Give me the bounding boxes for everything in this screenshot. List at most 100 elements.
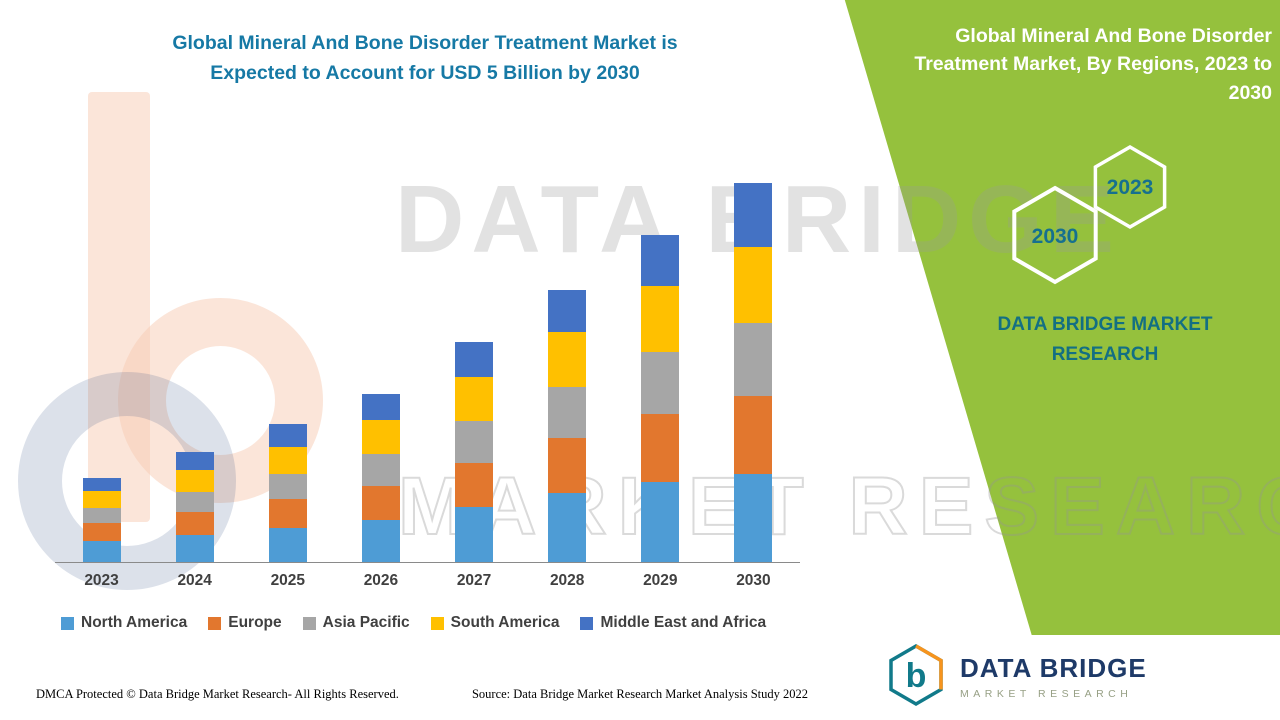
bar-segment [361,519,400,562]
bar-stack-2029 [641,235,680,562]
bar-stack-2027 [455,342,494,562]
legend-label: Asia Pacific [322,614,410,631]
legend-item: Europe [208,614,282,632]
side-panel-title: Global Mineral And Bone Disorder Treatme… [914,25,1272,104]
x-axis-label: 2024 [177,572,212,589]
page-title: Global Mineral And Bone Disorder Treatme… [75,28,775,88]
bar-segment [734,323,773,396]
legend-item: Middle East and Africa [580,614,766,632]
x-axis-label: 2026 [363,572,399,589]
legend-label: Europe [228,614,282,631]
hexagon-year-2030: 2030 [1032,225,1079,248]
dmca-notice: DMCA Protected © Data Bridge Market Rese… [36,687,399,701]
legend-item: Asia Pacific [302,614,410,632]
bar-column-2025 [241,424,334,562]
bar-segment [82,477,121,491]
bar-column-2026 [334,393,427,562]
legend-label: Middle East and Africa [600,614,767,631]
page-title-line2: Expected to Account for USD 5 Billion by… [210,62,640,85]
legend-swatch [430,616,444,630]
bar-column-2029 [614,235,707,562]
bar-segment [455,421,494,463]
legend-item: South America [430,614,560,632]
bar-segment [268,424,307,447]
x-axis-label: 2025 [270,572,306,589]
bar-segment [734,183,773,247]
bar-segment [175,511,214,535]
bar-segment [641,414,680,482]
chart-legend: North America Europe Asia Pacific South Ame… [55,614,800,632]
bar-segment [641,352,680,415]
bar-column-2023 [55,477,148,562]
bar-segment [175,491,214,512]
stacked-bar-chart: 2023 2024 2025 2026 2027 2028 2029 2030 North A… [55,171,800,632]
bar-segment [361,454,400,486]
chart-plot [55,171,800,563]
page-title-line1: Global Mineral And Bone Disorder Treatme… [172,32,678,54]
bar-segment [82,523,121,541]
bar-segment [455,462,494,507]
bar-segment [268,446,307,475]
bar-segment [734,396,773,474]
bar-segment [548,438,587,494]
bar-segment [548,331,587,387]
bar-segment [82,540,121,562]
bar-stack-2030 [734,183,773,562]
bar-segment [268,527,307,562]
bar-column-2027 [428,342,521,562]
bar-segment [455,506,494,562]
bar-segment [641,481,680,562]
bar-segment [548,386,587,439]
logo-subtitle: MARKET RESEARCH [960,687,1133,700]
bar-segment [82,490,121,508]
bar-segment [268,474,307,500]
legend-label: North America [81,614,188,631]
legend-swatch [302,616,316,630]
legend-swatch [61,616,74,630]
bar-stack-2028 [548,289,587,562]
bar-segment [641,235,680,286]
bar-segment [361,393,400,421]
x-axis-label: 2027 [456,572,492,589]
bar-segment [175,451,214,470]
hexagon-year-2023: 2023 [1107,176,1154,199]
company-logo: b DATA BRIDGE MARKET RESEARCH [885,642,1147,710]
legend-item: North America [61,614,187,632]
bar-column-2028 [521,289,614,562]
bar-segment [734,474,773,562]
hexagon-year-badges: 2023 2030 [1012,144,1167,285]
legend-swatch [208,616,222,630]
bar-segment [548,289,587,332]
bar-stack-2026 [361,393,400,562]
bar-segment [175,534,214,562]
x-axis-label: 2029 [643,572,678,589]
legend-swatch [580,616,594,630]
x-axis-label: 2028 [549,572,585,589]
bar-column-2030 [707,183,800,562]
hexagon-2030-outline [1012,185,1098,285]
bar-segment [455,342,494,377]
bar-stack-2024 [175,451,214,562]
bar-segment [734,246,773,324]
legend-label: South America [450,614,560,631]
bar-stack-2023 [82,477,121,562]
bar-segment [361,485,400,520]
bar-stack-2025 [268,424,307,562]
logo-name: DATA BRIDGE [960,652,1147,683]
x-axis-label: 2023 [84,572,119,589]
x-axis-label: 2030 [736,572,771,589]
logo-letter: b [906,657,927,695]
bar-column-2024 [148,451,241,562]
bar-segment [548,493,587,562]
bar-segment [641,285,680,353]
bar-segment [361,420,400,455]
hexagon-2023-outline [1093,144,1167,230]
bar-segment [82,507,121,524]
logo-hexagon-icon: b [889,643,943,707]
bar-segment [455,376,494,422]
brand-text: DATA BRIDGE MARKET RESEARCH [997,314,1213,366]
bar-segment [268,499,307,528]
source-note: Source: Data Bridge Market Research Mark… [471,687,809,701]
x-axis-labels: 2023 2024 2025 2026 2027 2028 2029 2030 [55,572,800,590]
